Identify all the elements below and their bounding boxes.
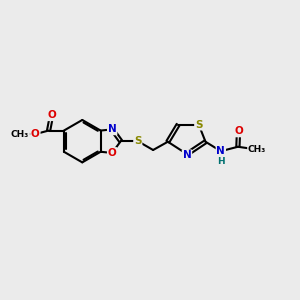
Text: N: N bbox=[108, 124, 116, 134]
Text: H: H bbox=[217, 157, 225, 166]
Text: CH₃: CH₃ bbox=[248, 145, 266, 154]
Text: N: N bbox=[183, 150, 191, 160]
Text: S: S bbox=[195, 120, 202, 130]
Text: O: O bbox=[108, 148, 116, 158]
Text: N: N bbox=[217, 146, 225, 156]
Text: S: S bbox=[134, 136, 142, 146]
Text: CH₃: CH₃ bbox=[11, 130, 29, 139]
Text: O: O bbox=[234, 126, 243, 136]
Text: O: O bbox=[31, 129, 40, 139]
Text: O: O bbox=[47, 110, 56, 120]
